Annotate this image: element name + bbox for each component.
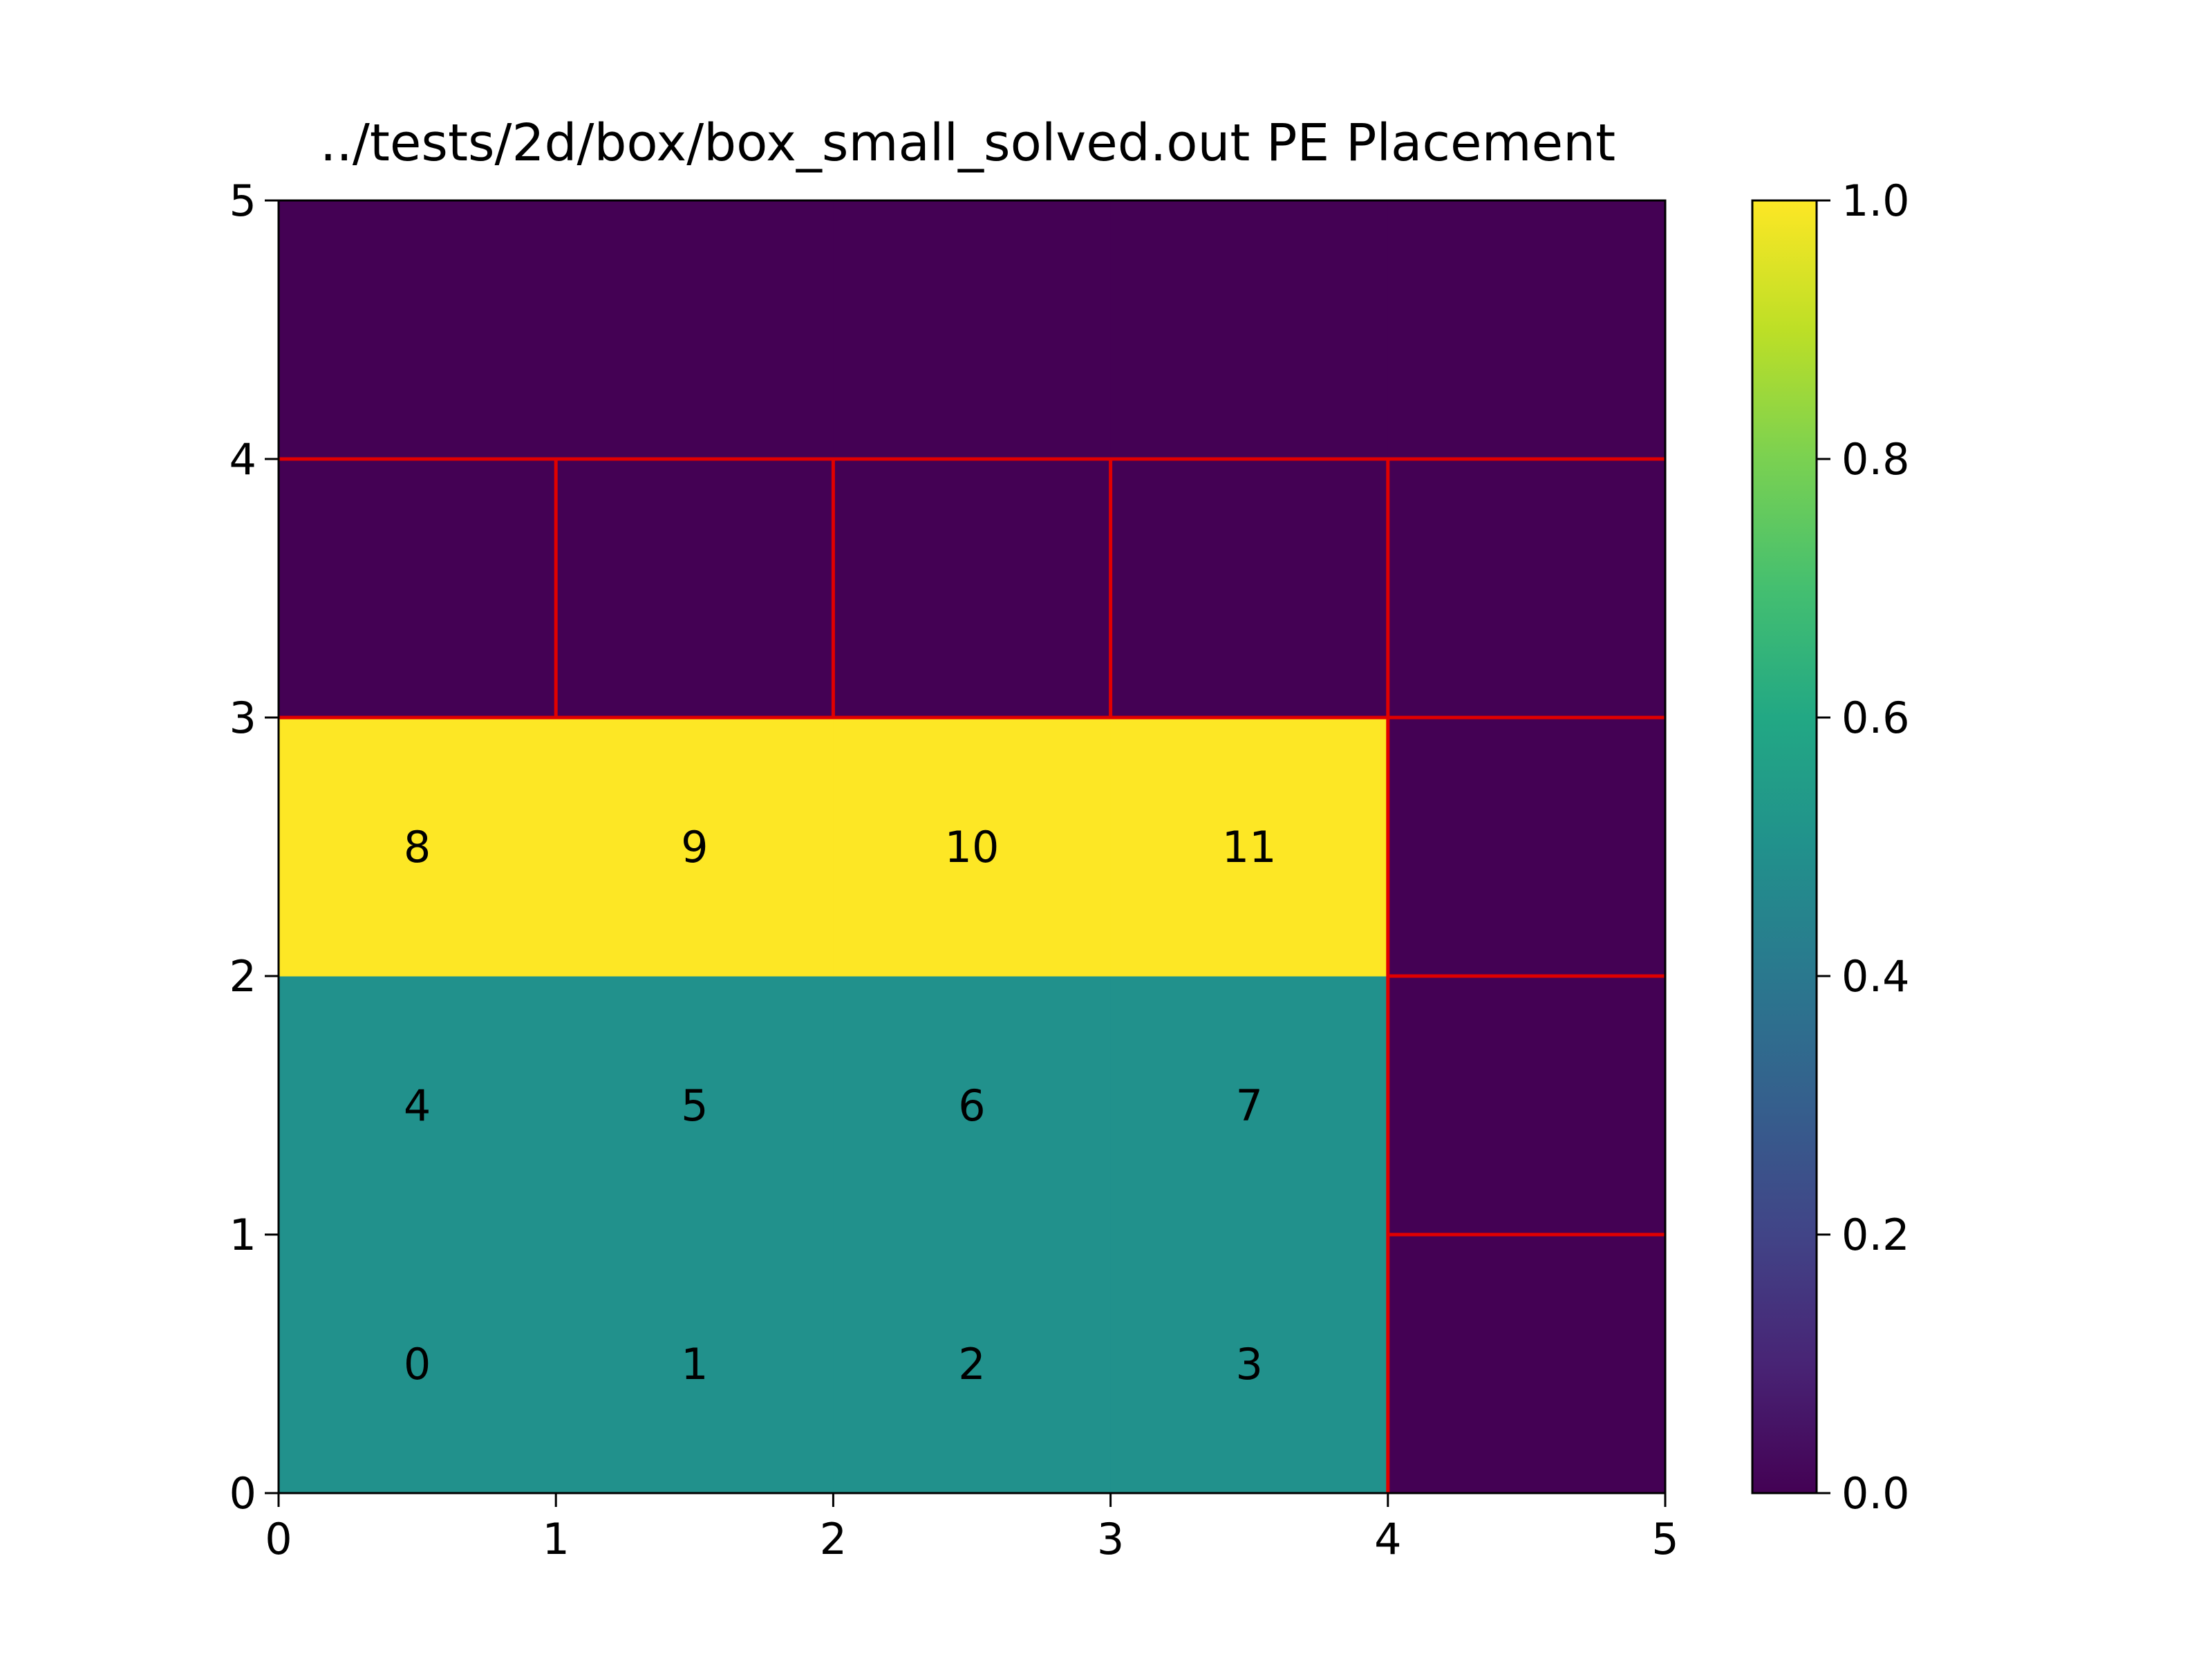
heatmap-cell bbox=[556, 718, 834, 977]
heatmap-cell bbox=[556, 459, 834, 718]
y-tick-label: 2 bbox=[229, 951, 256, 1002]
colorbar-tick-label: 0.6 bbox=[1841, 693, 1910, 743]
cell-labels: 0 1 2 3 4 5 6 7 8 9 10 11 bbox=[404, 822, 1277, 1389]
heatmap-cell bbox=[279, 200, 556, 460]
y-axis-ticks: 0 1 2 3 4 5 bbox=[229, 176, 279, 1519]
heatmap-cell bbox=[279, 459, 556, 718]
heatmap-cell bbox=[1110, 1235, 1389, 1494]
heatmap-cell bbox=[1387, 200, 1666, 460]
colorbar-tick-label: 1.0 bbox=[1841, 176, 1910, 226]
cell-label: 3 bbox=[1235, 1339, 1262, 1389]
heatmap-cell bbox=[1110, 976, 1389, 1235]
heatmap-cell bbox=[833, 976, 1112, 1235]
x-tick-label: 0 bbox=[265, 1514, 292, 1564]
heatmap-cell bbox=[556, 200, 834, 460]
plot-area: 0 1 2 3 4 5 6 7 8 9 10 11 0 1 2 3 4 5 0 1 2 3 4 5 bbox=[229, 176, 1679, 1564]
cell-label: 7 bbox=[1235, 1080, 1262, 1131]
plot-frame bbox=[277, 199, 1667, 1494]
heatmap-cell bbox=[833, 200, 1112, 460]
heatmap-cell bbox=[833, 718, 1112, 977]
cell-label: 8 bbox=[404, 822, 431, 872]
x-tick-label: 5 bbox=[1651, 1514, 1678, 1564]
cell-label: 0 bbox=[404, 1339, 431, 1389]
chart-title: ../tests/2d/box/box_small_solved.out PE … bbox=[320, 113, 1615, 173]
heatmap-cell bbox=[1110, 459, 1389, 718]
cell-label: 6 bbox=[958, 1080, 985, 1131]
cell-label: 2 bbox=[958, 1339, 985, 1389]
cell-label: 1 bbox=[681, 1339, 708, 1389]
y-tick-label: 1 bbox=[229, 1210, 256, 1260]
y-tick-label: 4 bbox=[229, 434, 256, 485]
heatmap-cell bbox=[1110, 718, 1389, 977]
y-tick-label: 5 bbox=[229, 176, 256, 226]
heatmap-cell bbox=[279, 718, 556, 977]
cell-label: 9 bbox=[681, 822, 708, 872]
heatmap-cells bbox=[279, 200, 1666, 1494]
colorbar-tick-label: 0.0 bbox=[1841, 1468, 1910, 1519]
heatmap-cell bbox=[1387, 1235, 1666, 1494]
heatmap-cell bbox=[279, 976, 556, 1235]
heatmap-cell bbox=[279, 1235, 556, 1494]
cell-label: 5 bbox=[681, 1080, 708, 1131]
heatmap-cell bbox=[556, 1235, 834, 1494]
heatmap-cell bbox=[1387, 718, 1666, 977]
heatmap-cell bbox=[833, 1235, 1112, 1494]
partition-lines bbox=[279, 457, 1665, 1493]
heatmap-cell bbox=[1110, 200, 1389, 460]
cell-label: 10 bbox=[945, 822, 1000, 872]
colorbar: 0.0 0.2 0.4 0.6 0.8 1.0 bbox=[1751, 176, 1910, 1519]
y-tick-label: 3 bbox=[229, 693, 256, 743]
y-tick-label: 0 bbox=[229, 1468, 256, 1519]
x-tick-label: 3 bbox=[1097, 1514, 1124, 1564]
heatmap-cell bbox=[833, 459, 1112, 718]
heatmap-cell bbox=[1387, 459, 1666, 718]
heatmap-cell bbox=[556, 976, 834, 1235]
cell-label: 11 bbox=[1222, 822, 1277, 872]
x-tick-label: 1 bbox=[542, 1514, 569, 1564]
x-tick-label: 4 bbox=[1374, 1514, 1401, 1564]
x-tick-label: 2 bbox=[820, 1514, 847, 1564]
cell-label: 4 bbox=[404, 1080, 431, 1131]
colorbar-gradient bbox=[1751, 199, 1818, 1494]
x-axis-ticks: 0 1 2 3 4 5 bbox=[265, 1493, 1679, 1564]
heatmap-cell bbox=[1387, 976, 1666, 1235]
colorbar-tick-label: 0.4 bbox=[1841, 951, 1910, 1002]
colorbar-ticks: 0.0 0.2 0.4 0.6 0.8 1.0 bbox=[1817, 176, 1910, 1519]
colorbar-tick-label: 0.8 bbox=[1841, 434, 1910, 485]
colorbar-tick-label: 0.2 bbox=[1841, 1210, 1910, 1260]
